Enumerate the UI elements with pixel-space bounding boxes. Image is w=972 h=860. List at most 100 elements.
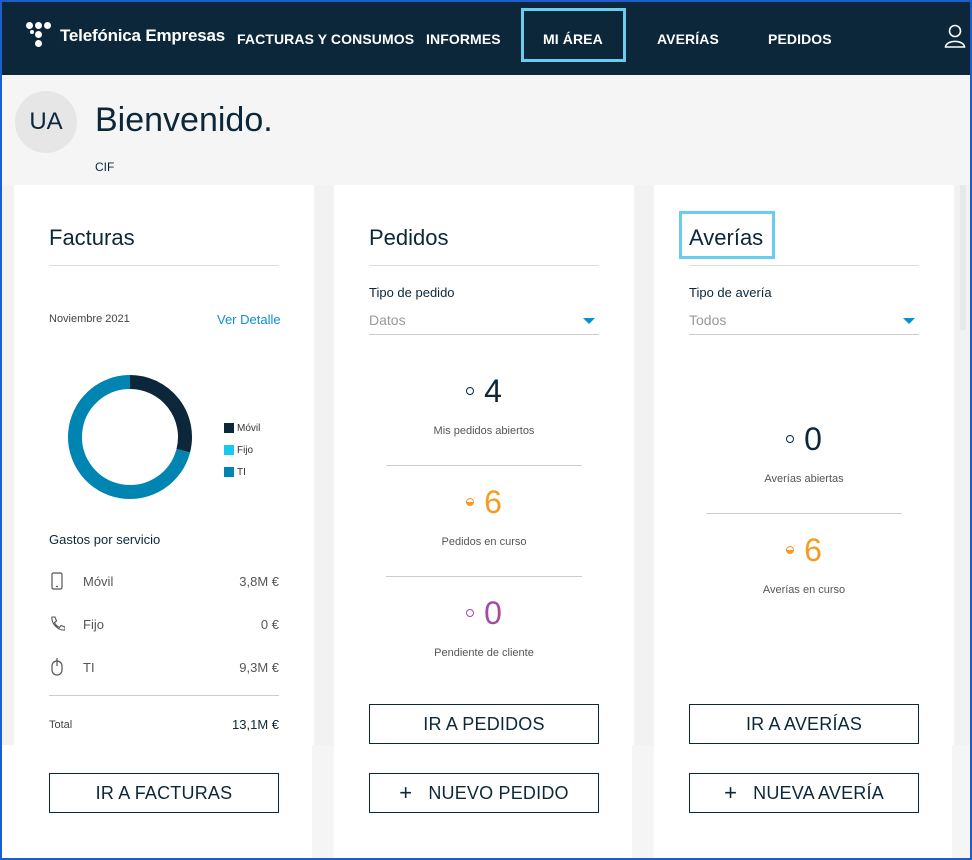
expense-donut-chart (68, 375, 192, 499)
nav-facturas-y-consumos[interactable]: FACTURAS Y CONSUMOS (237, 30, 415, 47)
top-navigation: Telefónica Empresas FACTURAS Y CONSUMOS … (2, 2, 970, 75)
service-value: 9,3M € (239, 659, 279, 675)
stat-value: 4 (484, 373, 502, 409)
select-value: Datos (369, 312, 406, 328)
chart-legend: Móvil Fijo TI (224, 417, 260, 483)
stat-label: Averías abiertas (764, 473, 844, 485)
service-row-movil: Móvil 3,8M € (49, 571, 279, 591)
nav-active-highlight (521, 8, 626, 62)
user-icon[interactable] (944, 24, 966, 48)
nuevo-pedido-label: NUEVO PEDIDO (428, 782, 569, 803)
in-progress-status-icon (466, 498, 475, 506)
nav-pedidos[interactable]: PEDIDOS (768, 30, 832, 47)
total-row: Total 13,1M € (49, 717, 279, 732)
tipo-averia-select[interactable]: Todos (689, 307, 919, 335)
service-row-fijo: Fijo 0 € (49, 614, 279, 634)
scrollbar[interactable] (960, 185, 966, 330)
stat-value: 0 (484, 595, 502, 631)
ir-a-facturas-button[interactable]: IR A FACTURAS (49, 773, 279, 813)
divider (369, 265, 599, 266)
stat-pedidos-abiertos[interactable]: 4 Mis pedidos abiertos (369, 371, 599, 437)
avatar: UA (15, 91, 77, 153)
caret-down-icon (583, 318, 595, 324)
select-value: Todos (689, 312, 727, 328)
computer-mouse-icon (51, 658, 63, 676)
nueva-averia-label: NUEVA AVERÍA (753, 782, 884, 803)
tipo-pedido-label: Tipo de pedido (369, 285, 455, 300)
facturas-card: Facturas Noviembre 2021 Ver Detalle Móvi… (14, 185, 314, 745)
column-gap (952, 745, 970, 858)
ir-a-pedidos-button[interactable]: IR A PEDIDOS (369, 704, 599, 744)
stat-label: Mis pedidos abiertos (433, 425, 535, 437)
stat-averias-abiertas[interactable]: 0 Averías abiertas (689, 419, 919, 485)
stat-label: Pedidos en curso (441, 536, 527, 548)
column-gap (632, 745, 654, 858)
stat-pedidos-en-curso[interactable]: 6 Pedidos en curso (369, 482, 599, 548)
welcome-section: UA Bienvenido. CIF (2, 75, 970, 185)
logo-text: Telefónica Empresas (60, 26, 226, 45)
total-value: 13,1M € (232, 717, 279, 732)
plus-icon: + (724, 780, 738, 805)
telefonica-logo[interactable]: Telefónica Empresas (26, 20, 225, 52)
nueva-averia-button[interactable]: + NUEVA AVERÍA (689, 773, 919, 813)
divider (49, 695, 279, 696)
gastos-por-servicio-title: Gastos por servicio (49, 532, 161, 547)
open-status-icon (466, 387, 475, 395)
tipo-pedido-select[interactable]: Datos (369, 307, 599, 335)
service-value: 0 € (260, 616, 279, 632)
stat-value: 0 (804, 421, 822, 457)
mobile-phone-icon (51, 572, 63, 590)
open-status-icon (786, 435, 795, 443)
divider (386, 465, 582, 466)
caret-down-icon (903, 318, 915, 324)
divider (49, 265, 279, 266)
averias-card: Averías Tipo de avería Todos 0 Averías a… (654, 185, 954, 745)
total-label: Total (49, 718, 73, 731)
welcome-title: Bienvenido. (95, 101, 273, 139)
legend-item-fijo: Fijo (224, 439, 260, 461)
nav-averias[interactable]: AVERÍAS (657, 30, 719, 47)
legend-item-ti: TI (224, 461, 260, 483)
legend-swatch (224, 423, 234, 433)
stat-value: 6 (804, 532, 822, 568)
donut-slice-ti (68, 375, 191, 499)
invoice-period: Noviembre 2021 (49, 313, 130, 325)
stat-pendiente-cliente[interactable]: 0 Pendiente de cliente (369, 593, 599, 659)
landline-phone-icon (51, 616, 65, 631)
pedidos-card: Pedidos Tipo de pedido Datos 4 Mis pedid… (334, 185, 634, 745)
legend-label: Fijo (237, 444, 254, 456)
nav-informes[interactable]: INFORMES (426, 30, 501, 47)
cif-label: CIF (95, 160, 115, 174)
averias-title: Averías (689, 225, 764, 250)
stat-value: 6 (484, 484, 502, 520)
legend-label: TI (237, 466, 246, 478)
tipo-averia-label: Tipo de avería (689, 285, 772, 300)
ver-detalle-link[interactable]: Ver Detalle (217, 312, 281, 327)
averias-title-highlight (679, 211, 775, 259)
column-gap (312, 745, 334, 858)
service-row-ti: TI 9,3M € (49, 657, 279, 677)
stat-label: Pendiente de cliente (434, 647, 534, 659)
pending-clock-icon (466, 609, 475, 617)
legend-swatch (224, 467, 234, 477)
nuevo-pedido-button[interactable]: + NUEVO PEDIDO (369, 773, 599, 813)
divider (689, 265, 919, 266)
service-value: 3,8M € (239, 573, 279, 589)
stat-averias-en-curso[interactable]: 6 Averías en curso (689, 530, 919, 596)
service-label: Fijo (83, 616, 104, 632)
ir-a-averias-button[interactable]: IR A AVERÍAS (689, 704, 919, 744)
service-label: Móvil (83, 573, 114, 589)
legend-label: Móvil (237, 422, 261, 434)
in-progress-status-icon (786, 546, 795, 554)
legend-swatch (224, 445, 234, 455)
facturas-title: Facturas (49, 225, 135, 250)
plus-icon: + (399, 780, 413, 805)
donut-slice-m-vil (129, 375, 192, 453)
divider (706, 513, 902, 514)
stat-label: Averías en curso (762, 584, 846, 596)
legend-item-movil: Móvil (224, 417, 260, 439)
telefonica-t-icon (26, 22, 52, 50)
pedidos-title: Pedidos (369, 225, 449, 250)
nav-mi-area[interactable]: MI ÁREA (543, 30, 603, 47)
